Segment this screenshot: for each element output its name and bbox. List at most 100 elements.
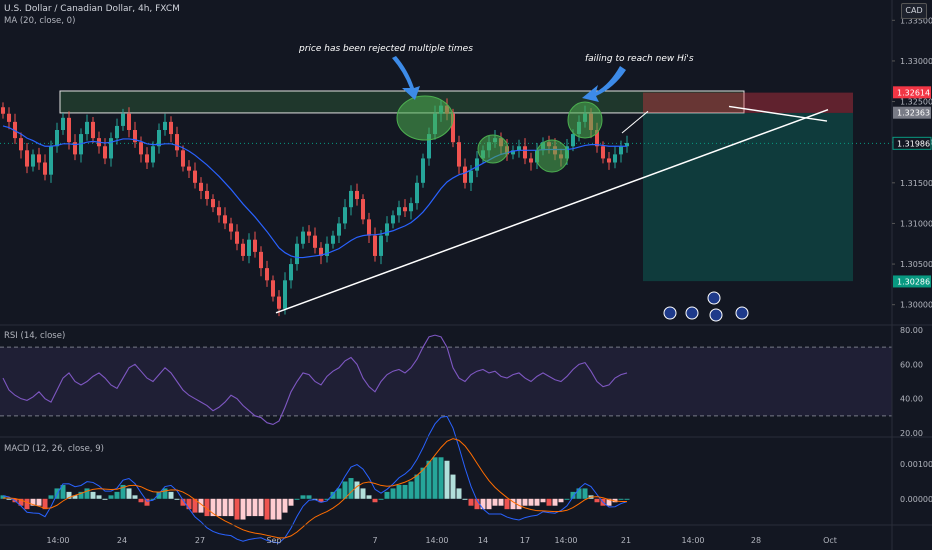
macd-histogram-bar [336,488,342,499]
macd-histogram-bar [276,498,282,520]
rsi-tick-label: 40.00 [900,395,923,404]
macd-histogram-bar [360,488,366,499]
currency-button[interactable]: CAD [901,3,927,19]
price-tick-label: 1.32500 [900,98,932,107]
macd-histogram-bar [132,495,138,499]
candle-body [37,154,41,163]
macd-histogram-bar [516,498,522,510]
candle-body [139,142,143,155]
rsi-tick-label: 80.00 [900,326,923,335]
macd-histogram-bar [450,474,456,499]
macd-histogram-bar [192,498,198,513]
price-tick-label: 1.30000 [900,301,932,310]
macd-histogram-bar [120,484,126,499]
candle-body [313,235,317,248]
annotation-failing: failing to reach new Hi's [585,54,694,64]
candle-body [523,146,527,159]
price-badge [893,275,931,288]
rsi-line [2,334,628,426]
macd-histogram-bar [210,498,216,517]
macd-histogram-bar [444,460,450,499]
macd-histogram-bar [480,498,486,510]
candle-body [331,235,335,244]
macd-pane[interactable] [0,415,630,544]
time-tick-label: 7 [372,536,377,545]
candle-body [361,199,365,220]
candle-body [349,190,353,208]
candle-body [91,121,95,139]
price-badge-label: 1.32363 [897,109,930,118]
rsi-band [0,347,892,416]
candle-body [475,158,479,171]
time-tick-label: Oct [823,536,837,545]
candle-body [49,146,53,175]
macd-histogram-bar [420,467,426,499]
annotation-arrow [582,66,626,102]
time-tick-label: 28 [751,536,761,545]
macd-histogram-bar [624,498,630,500]
macd-histogram-bar [60,484,66,499]
macd-histogram-bar [396,484,402,499]
macd-histogram-bar [348,478,354,499]
candle-body [421,158,425,183]
candle-body [43,162,47,175]
price-tick-label: 1.33500 [900,16,932,25]
macd-histogram-bar [540,498,546,503]
time-tick-label: 14:00 [46,536,69,545]
candle-body [463,166,467,183]
candle-body [277,296,281,309]
candle-body [109,138,113,159]
candle-body [25,150,29,167]
macd-histogram-bar [258,498,264,517]
time-tick-label: 14 [478,536,488,545]
candle-body [529,158,533,163]
candle-body [379,235,383,256]
time-tick-label: 14:00 [554,536,577,545]
rsi-pane[interactable] [0,334,892,426]
macd-histogram-bar [246,498,252,517]
macd-histogram-bar [366,495,372,499]
candle-body [61,117,65,130]
candle-body [151,146,155,163]
candle-body [181,150,185,167]
macd-histogram-bar [264,498,270,520]
macd-histogram-bar [318,498,324,503]
candle-body [259,251,263,269]
candle-body [13,121,17,139]
macd-histogram-bar [570,491,576,499]
candle-body [457,142,461,167]
macd-histogram-bar [486,498,492,510]
candle-body [217,207,221,216]
macd-histogram-bar [150,498,156,500]
candle-body [619,146,623,155]
macd-histogram-bar [66,491,72,499]
macd-histogram-bar [108,495,114,499]
price-badge-label: 1.31986 [897,139,930,148]
candle-body [373,235,377,256]
candle-body [385,223,389,236]
macd-histogram-bar [288,498,294,506]
macd-histogram-bar [456,488,462,499]
macd-histogram-bar [72,495,78,499]
candle-body [301,231,305,244]
macd-histogram-bar [522,498,528,506]
price-pane[interactable] [0,56,892,322]
macd-histogram-bar [618,498,624,500]
macd-histogram-bar [528,498,534,506]
macd-histogram-bar [96,495,102,499]
macd-histogram-bar [162,488,168,499]
macd-histogram-bar [324,498,330,500]
time-tick-label: 21 [621,536,631,545]
macd-histogram-bar [390,488,396,499]
candle-body [325,243,329,256]
candle-body [127,113,131,130]
candle-body [133,130,137,143]
macd-histogram-bar [252,498,258,517]
macd-histogram-bar [156,491,162,499]
macd-histogram-bar [228,498,234,517]
trendline-upper [728,105,828,122]
candle-body [223,215,227,224]
candle-body [121,113,125,126]
event-flag-icon [685,306,699,320]
